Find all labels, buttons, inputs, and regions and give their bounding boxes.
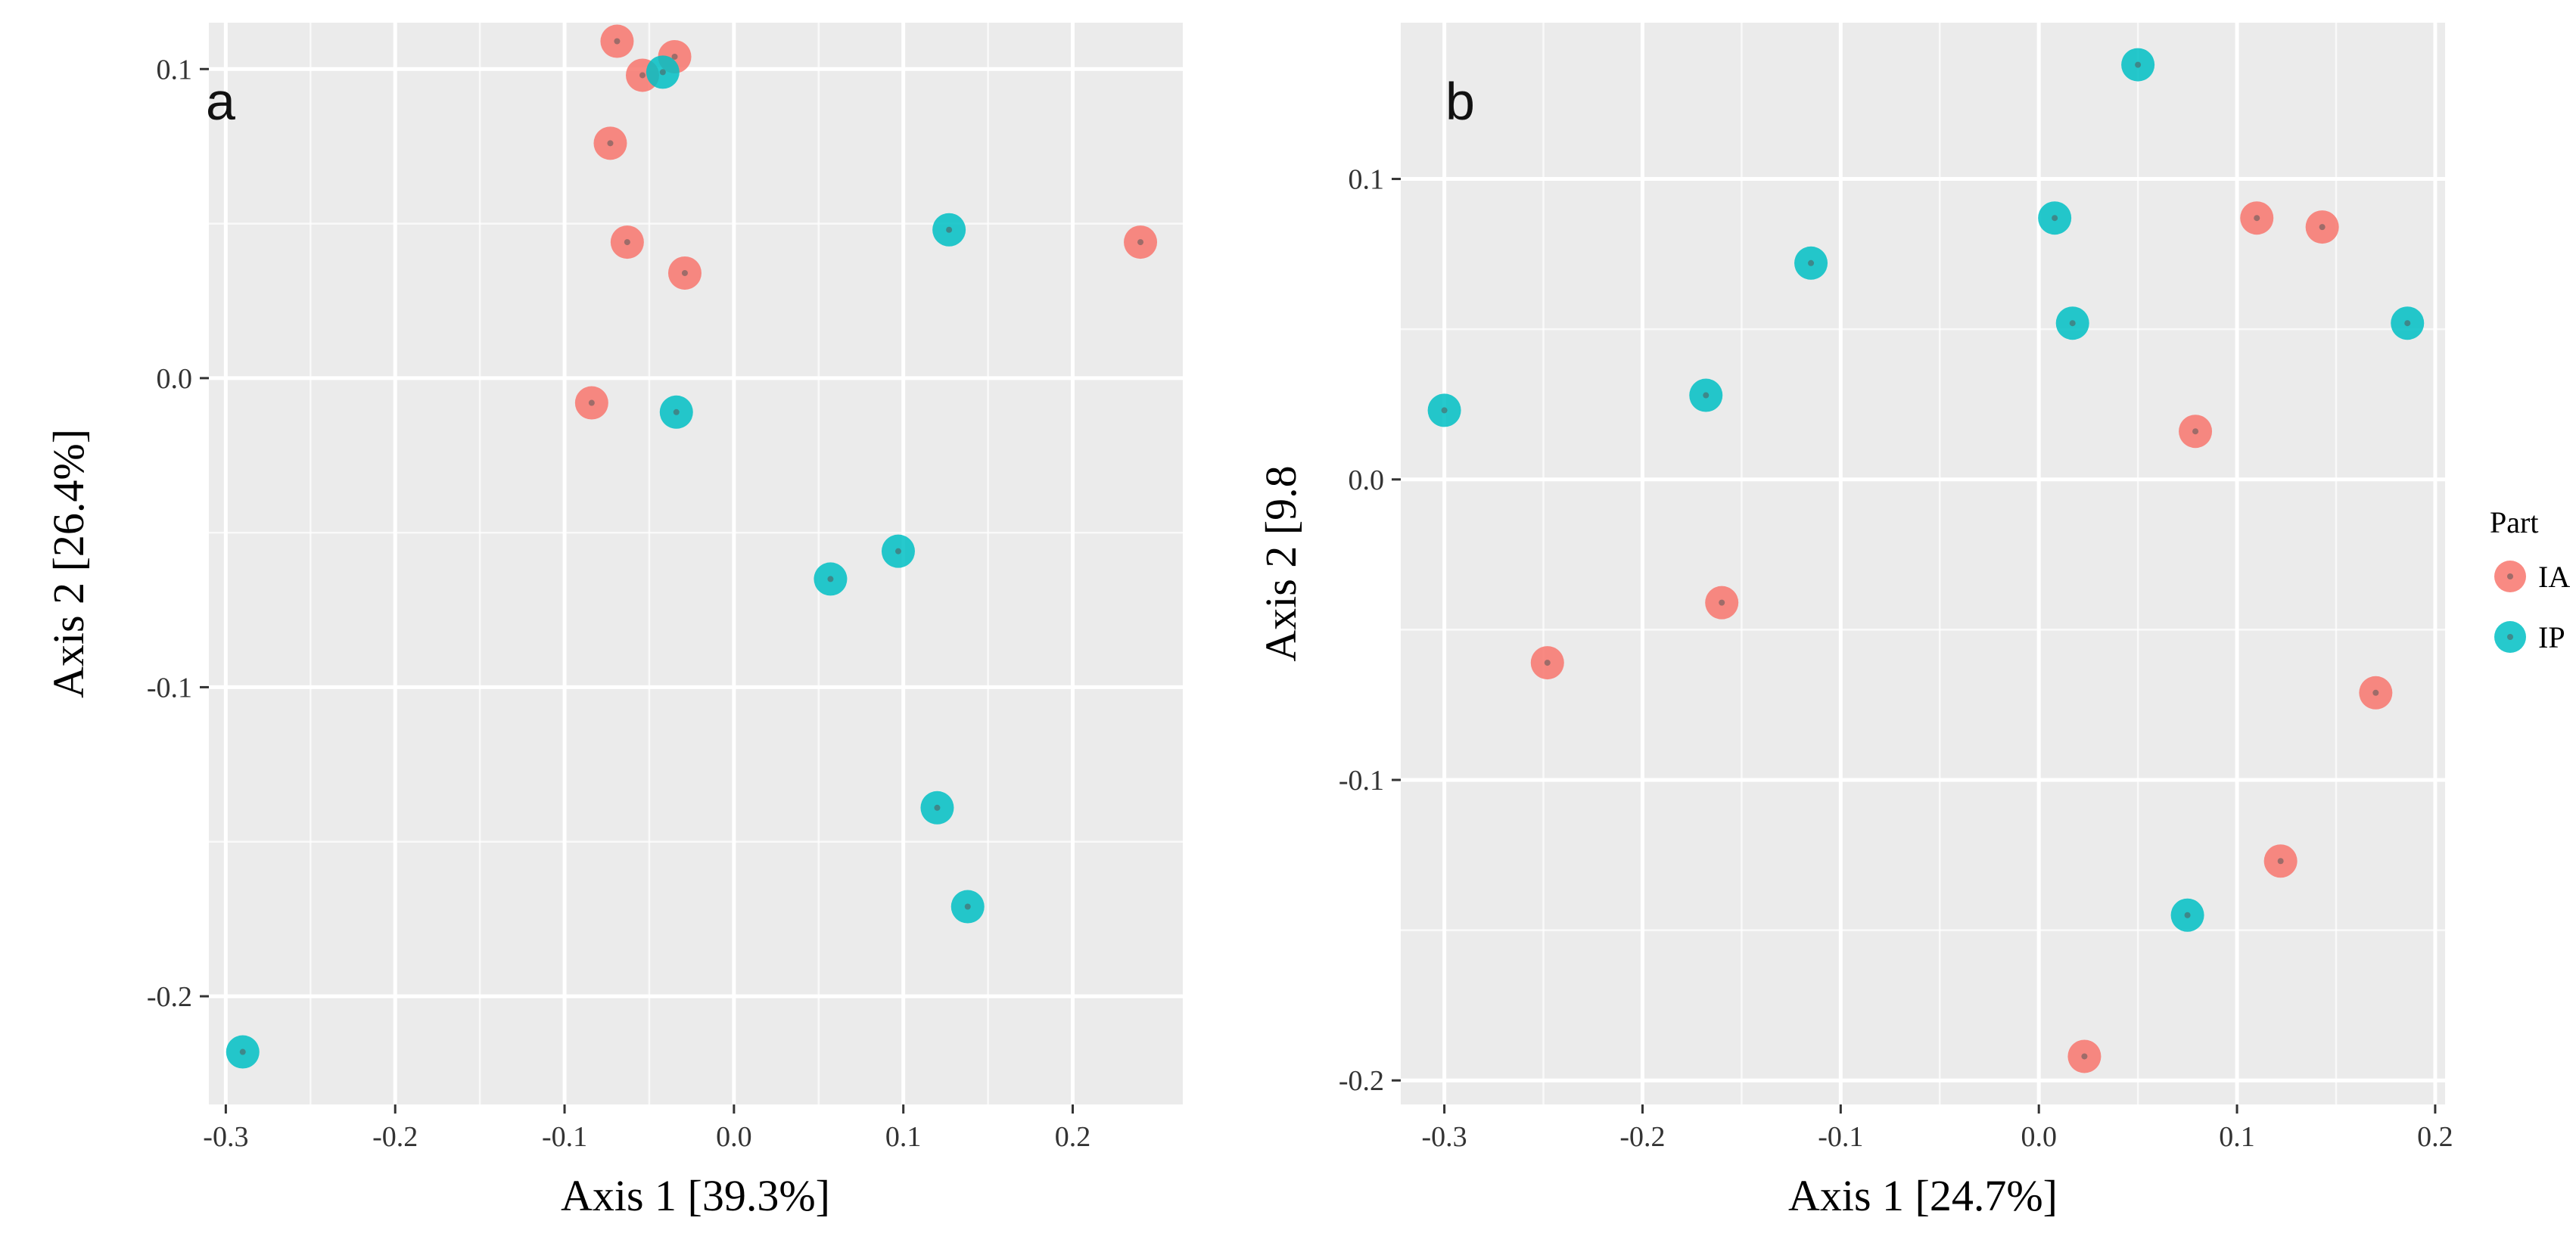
point-center-ia-1 <box>614 38 621 45</box>
legend: Part IA IP <box>2490 505 2570 654</box>
point-center-ip-2 <box>946 226 953 233</box>
y-tick-label: -0.1 <box>147 672 192 704</box>
point-center-ip-5 <box>2404 320 2411 327</box>
x-axis-title: Axis 1 [24.7%] <box>1788 1171 2058 1220</box>
y-tick-label: -0.2 <box>1339 1065 1384 1097</box>
y-tick-label: 0.1 <box>1349 164 1385 196</box>
y-tick-label: 0.1 <box>157 54 193 85</box>
point-center-ip-3 <box>673 408 680 415</box>
x-tick-label: -0.1 <box>1818 1121 1863 1153</box>
point-center-ia-4 <box>607 140 614 147</box>
point-center-ip-1 <box>659 69 666 76</box>
plot-background <box>1401 23 2445 1104</box>
panel-label: a <box>206 72 235 131</box>
panel-label: b <box>1445 72 1475 131</box>
legend-title: Part <box>2490 505 2538 539</box>
point-center-ip-6 <box>1703 392 1710 399</box>
legend-dot-ia <box>2507 573 2513 579</box>
y-axis-title: Axis 2 [26.4%] <box>44 429 93 698</box>
panel-b: -0.3 -0.2 -0.1 0.0 0.1 0.2 -0.2 -0.1 0.0 0.1 b Axis… <box>1256 23 2453 1220</box>
x-tick-label: -0.3 <box>203 1121 248 1153</box>
y-tick-label: 0.0 <box>157 363 193 395</box>
point-center-ip-7 <box>964 903 971 910</box>
point-center-ia-3 <box>639 72 646 79</box>
point-center-ip-4 <box>827 576 834 582</box>
point-center-ia-1 <box>2254 215 2260 222</box>
point-center-ia-5 <box>624 239 630 246</box>
point-center-ip-8 <box>2184 912 2191 918</box>
legend-label-ip: IP <box>2538 620 2565 654</box>
y-tick-label: 0.0 <box>1349 464 1385 496</box>
legend-label-ia: IA <box>2538 560 2570 594</box>
point-center-ia-7 <box>2277 858 2284 865</box>
point-center-ip-2 <box>2052 215 2058 222</box>
point-center-ip-7 <box>1441 407 1448 414</box>
x-tick-label: 0.2 <box>1055 1121 1091 1153</box>
x-tick-label: 0.1 <box>2219 1121 2255 1153</box>
point-center-ia-5 <box>1544 660 1551 666</box>
plot-background <box>209 23 1183 1104</box>
x-tick-label: -0.2 <box>1619 1121 1665 1153</box>
y-tick-label: -0.1 <box>1339 765 1384 797</box>
x-tick-label: 0.2 <box>2417 1121 2453 1153</box>
legend-item-ip: IP <box>2494 620 2565 654</box>
x-tick-label: -0.2 <box>372 1121 418 1153</box>
point-center-ia-3 <box>2192 428 2199 435</box>
y-axis-title: Axis 2 [9.8 <box>1256 465 1305 661</box>
x-tick-label: 0.1 <box>885 1121 922 1153</box>
point-center-ip-3 <box>1808 259 1815 266</box>
x-tick-label: -0.1 <box>542 1121 587 1153</box>
y-tick-label: -0.2 <box>147 981 192 1013</box>
point-center-ip-4 <box>2069 320 2076 327</box>
panel-a: -0.3 -0.2 -0.1 0.0 0.1 0.2 -0.2 -0.1 0.0 0.1 a Axis… <box>44 23 1183 1220</box>
x-tick-label: 0.0 <box>716 1121 752 1153</box>
point-center-ia-8 <box>588 399 595 406</box>
point-center-ia-6 <box>681 269 688 276</box>
point-center-ia-6 <box>2372 689 2379 696</box>
point-center-ip-8 <box>239 1048 246 1055</box>
legend-dot-ip <box>2507 634 2513 640</box>
point-center-ip-6 <box>934 804 941 811</box>
point-center-ia-7 <box>1137 239 1144 246</box>
x-tick-label: -0.3 <box>1422 1121 1467 1153</box>
point-center-ia-8 <box>2081 1053 2088 1060</box>
legend-item-ia: IA <box>2494 560 2570 594</box>
point-center-ia-2 <box>671 53 678 60</box>
point-center-ip-1 <box>2135 61 2142 68</box>
point-center-ia-4 <box>1719 599 1725 606</box>
x-axis-title: Axis 1 [39.3%] <box>561 1171 830 1220</box>
point-center-ip-5 <box>894 548 901 554</box>
point-center-ia-2 <box>2319 224 2326 231</box>
x-tick-label: 0.0 <box>2021 1121 2057 1153</box>
